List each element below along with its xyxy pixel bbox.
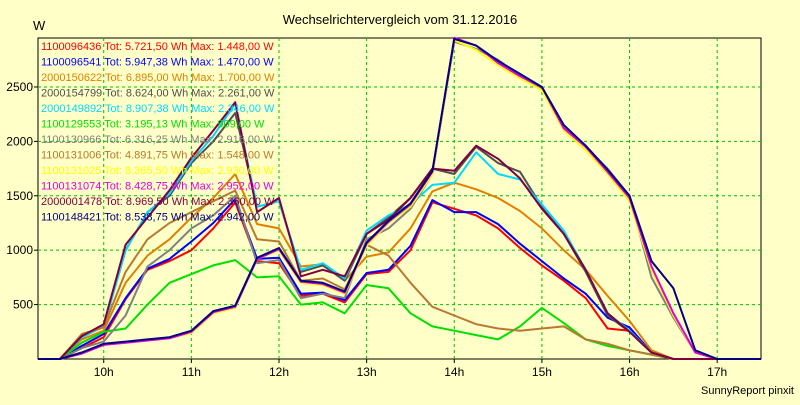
x-tick-label-1: 11h — [182, 365, 201, 379]
x-axis-ticks: 10h 11h 12h 13h 14h 15h 16h 17h — [94, 359, 727, 379]
x-tick-label-6: 16h — [620, 365, 640, 379]
legend-entry-1100129553: 1100129553 Tot: 3.195,13 Wh Max: 909,00 … — [41, 119, 265, 131]
x-tick-label-3: 13h — [357, 365, 377, 379]
legend-entry-2000001478: 2000001478 Tot: 8.969,50 Wh Max: 2.360,0… — [41, 196, 275, 208]
y-tick-label-3: 2000 — [6, 134, 33, 148]
y-tick-label-1: 1000 — [6, 243, 33, 257]
legend-entry-1100131006: 1100131006 Tot: 4.891,75 Wh Max: 1.548,0… — [41, 150, 274, 162]
legend-entry-1100148421: 1100148421 Tot: 8.538,75 Wh Max: 2.942,0… — [41, 212, 274, 224]
legend-entry-1100130966: 1100130966 Tot: 6.316,25 Wh Max: 2.916,0… — [41, 134, 274, 146]
legend-entry-1100096436: 1100096436 Tot: 5.721,50 Wh Max: 1.448,0… — [41, 41, 274, 53]
legend-entry-2000154799: 2000154799 Tot: 8.624,00 Wh Max: 2.261,0… — [41, 88, 275, 100]
y-tick-label-4: 2500 — [6, 80, 33, 94]
legend-entry-2000150622: 2000150622 Tot: 6.895,00 Wh Max: 1.700,0… — [41, 72, 275, 84]
legend-entry-1100096541: 1100096541 Tot: 5.947,38 Wh Max: 1.470,0… — [41, 57, 274, 69]
series-lines — [38, 36, 761, 360]
x-tick-label-5: 15h — [532, 365, 552, 379]
series-line-1100096541 — [38, 198, 761, 360]
footer-credit: SunnyReport pinxit — [701, 385, 794, 397]
x-tick-label-4: 14h — [444, 365, 464, 379]
series-line-2000001478 — [38, 101, 761, 360]
legend: 1100096436 Tot: 5.721,50 Wh Max: 1.448,0… — [41, 41, 275, 224]
grid-lines — [38, 38, 761, 359]
y-axis-ticks: 500 1000 1500 2000 2500 — [6, 80, 38, 312]
x-tick-label-7: 17h — [707, 365, 727, 379]
plot-area — [37, 37, 762, 360]
series-line-2000150622 — [38, 173, 761, 360]
x-tick-label-0: 10h — [94, 365, 114, 379]
series-line-1100131006 — [38, 189, 761, 360]
series-line-1100148421 — [38, 37, 761, 360]
legend-entry-2000149892: 2000149892 Tot: 8.907,38 Wh Max: 2.346,0… — [41, 103, 275, 115]
x-tick-label-2: 12h — [269, 365, 289, 379]
y-tick-label-2: 1500 — [6, 189, 33, 203]
y-tick-label-0: 500 — [13, 298, 33, 312]
legend-entry-1100131074: 1100131074 Tot: 8.428,75 Wh Max: 2.952,0… — [41, 181, 274, 193]
legend-entry-1100131025: 1100131025 Tot: 8.365,50 Wh Max: 2.930,0… — [41, 165, 274, 177]
y-axis-unit-label: W — [33, 18, 46, 33]
chart-title: Wechselrichtervergleich vom 31.12.2016 — [283, 12, 518, 27]
